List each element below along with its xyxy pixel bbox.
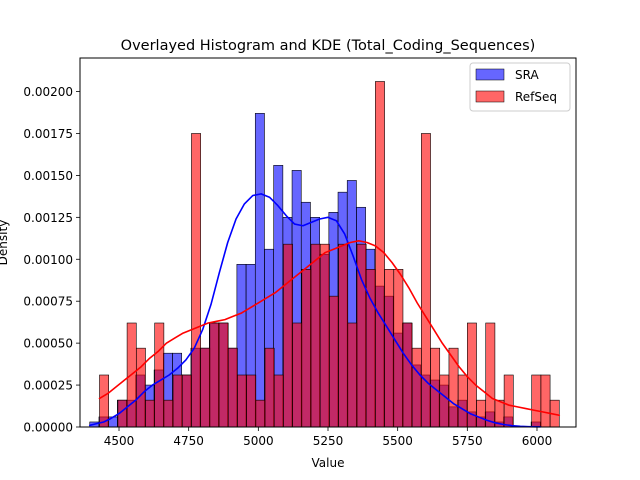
- y-tick-label: 0.00200: [23, 85, 73, 99]
- refseq-bar: [540, 374, 551, 428]
- refseq-bar: [163, 399, 174, 428]
- x-tick-label: 6000: [522, 434, 553, 448]
- legend-swatch-refseq: [475, 90, 505, 103]
- refseq-bar: [301, 269, 312, 428]
- refseq-bar: [200, 347, 211, 428]
- refseq-bar: [191, 133, 201, 428]
- y-axis-label: Density: [0, 220, 10, 266]
- x-tick-label: 4500: [104, 434, 135, 448]
- refseq-bar: [457, 374, 468, 428]
- legend-label-refseq: RefSeq: [515, 90, 557, 104]
- x-tick-label: 5750: [452, 434, 483, 448]
- refseq-bar: [338, 243, 349, 428]
- refseq-bar: [384, 269, 395, 428]
- x-tick-label: 4750: [173, 434, 204, 448]
- y-tick-label: 0.00050: [23, 337, 73, 351]
- refseq-bar: [421, 133, 431, 428]
- y-tick-label: 0.00100: [23, 253, 73, 267]
- y-tick-label: 0.00000: [23, 421, 73, 435]
- refseq-bar: [292, 322, 303, 428]
- refseq-bar: [255, 399, 266, 428]
- refseq-bar: [402, 322, 413, 428]
- refseq-bar: [273, 374, 284, 428]
- refseq-bar: [227, 347, 238, 428]
- refseq-bar: [531, 374, 542, 428]
- sra-bar: [254, 113, 265, 428]
- y-tick-label: 0.00075: [23, 295, 73, 309]
- y-tick-label: 0.00125: [23, 211, 73, 225]
- refseq-bar: [181, 374, 192, 428]
- refseq-bar: [411, 347, 422, 428]
- y-tick-label: 0.00175: [23, 127, 73, 141]
- refseq-bar: [485, 322, 496, 428]
- refseq-bar: [393, 269, 404, 428]
- legend: SRA RefSeq: [469, 62, 571, 112]
- refseq-bar: [375, 81, 385, 428]
- refseq-bar: [237, 374, 247, 428]
- refseq-bar: [319, 243, 330, 428]
- refseq-bar: [329, 295, 339, 428]
- refseq-bar: [145, 399, 155, 428]
- refseq-bar: [503, 374, 514, 428]
- x-axis-label: Value: [312, 456, 345, 470]
- legend-label-sra: SRA: [515, 68, 539, 82]
- x-tick-label: 5000: [243, 434, 274, 448]
- refseq-bar: [310, 243, 321, 428]
- refseq-bar: [439, 374, 450, 428]
- refseq-bar: [467, 322, 477, 428]
- refseq-bar: [99, 374, 110, 428]
- kde-layer: [88, 193, 561, 428]
- x-tick-label: 5500: [382, 434, 413, 448]
- legend-swatch-sra: [475, 68, 505, 81]
- y-axis: 0.00000 0.00025 0.00050 0.00075 0.00100 0.001…: [23, 85, 80, 435]
- refseq-bar: [264, 347, 275, 428]
- refseq-bar: [209, 322, 220, 428]
- refseq-bar: [246, 374, 257, 428]
- chart-title: Overlayed Histogram and KDE (Total_Codin…: [121, 38, 536, 54]
- refseq-bar: [218, 322, 229, 428]
- x-axis: 4500 4750 5000 5250 5500 5750 6000: [104, 427, 553, 448]
- refseq-bar: [135, 347, 146, 428]
- refseq-bar: [283, 243, 293, 428]
- y-tick-label: 0.00025: [23, 379, 73, 393]
- refseq-bar: [347, 322, 358, 428]
- refseq-bar: [476, 399, 487, 428]
- refseq-bar: [154, 322, 165, 428]
- sra-kde-line: [88, 193, 542, 428]
- refseq-bar: [172, 374, 183, 428]
- x-tick-label: 5250: [313, 434, 344, 448]
- y-tick-label: 0.00150: [23, 169, 73, 183]
- refseq-kde-line: [98, 240, 561, 417]
- refseq-bar: [430, 347, 441, 428]
